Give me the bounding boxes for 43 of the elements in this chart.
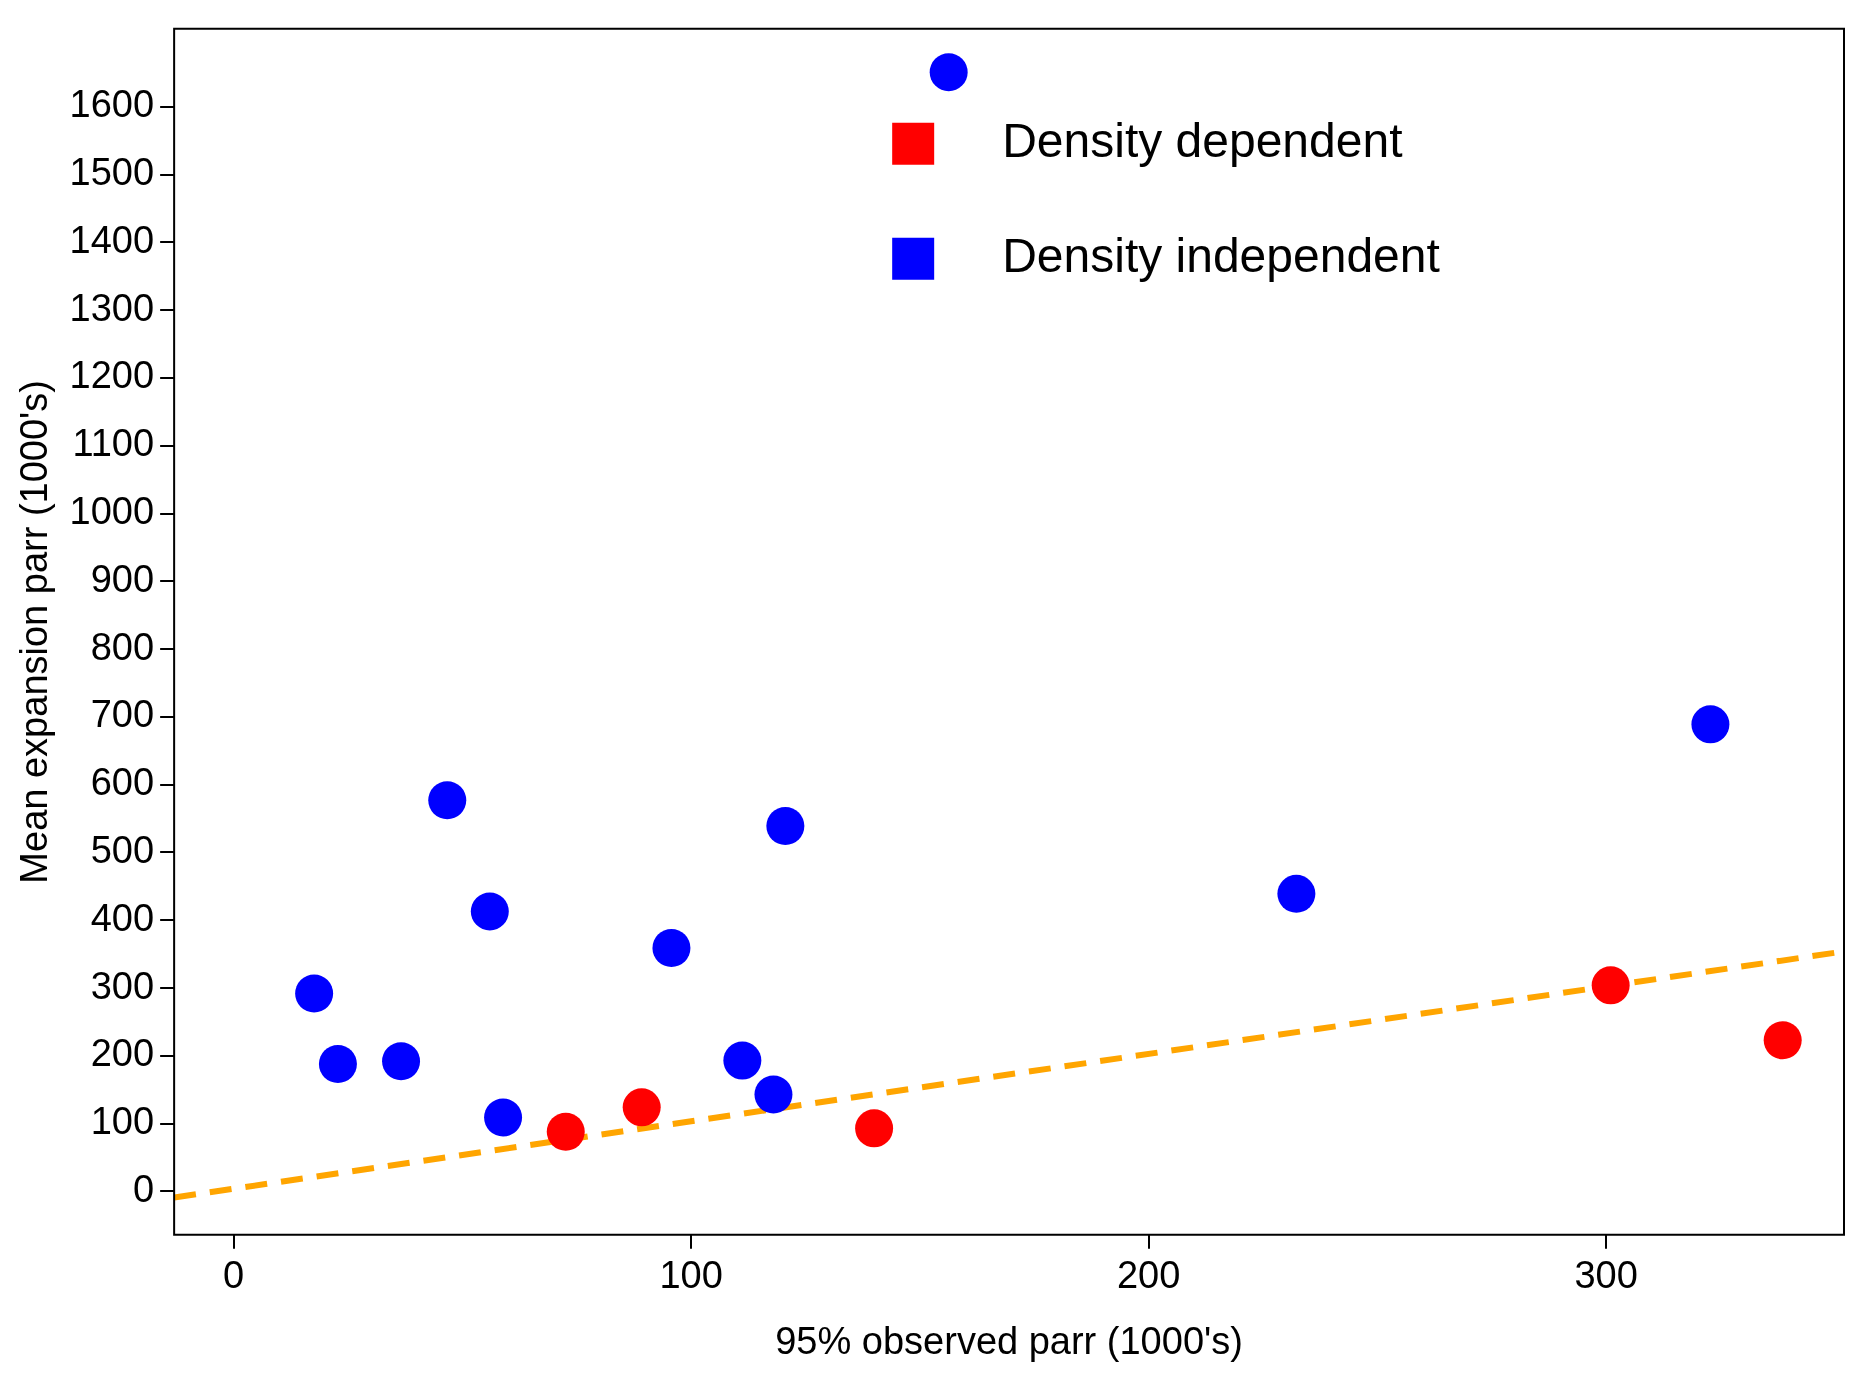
point — [428, 781, 467, 820]
y-tick-label: 1300 — [69, 286, 155, 329]
x-axis-title: 95% observed parr (1000's) — [775, 1319, 1243, 1362]
x-tick-label: 0 — [223, 1254, 245, 1297]
y-tick-label: 1400 — [69, 218, 155, 261]
y-tick-label: 100 — [90, 1100, 155, 1143]
point — [318, 1044, 357, 1083]
y-tick-label: 200 — [90, 1032, 155, 1075]
x-tick-label: 100 — [659, 1254, 723, 1297]
y-tick-label: 1600 — [69, 83, 155, 126]
point — [470, 892, 509, 931]
point — [622, 1088, 661, 1127]
y-axis-title: Mean expansion parr (1000's) — [13, 379, 56, 884]
y-tick-label: 500 — [90, 828, 155, 871]
y-tick-label: 300 — [90, 964, 155, 1007]
y-tick-label: 1500 — [69, 151, 155, 194]
point — [1691, 705, 1730, 744]
point — [546, 1112, 585, 1151]
point — [754, 1075, 793, 1114]
point — [929, 53, 968, 92]
y-tick-label: 700 — [90, 693, 155, 736]
point — [1277, 874, 1316, 913]
point — [723, 1041, 762, 1080]
point — [484, 1098, 523, 1137]
point — [766, 807, 805, 846]
y-tick-label: 1100 — [72, 422, 155, 465]
y-tick-label: 600 — [90, 761, 155, 804]
y-tick-label: 400 — [90, 896, 155, 939]
y-tick-label: 1000 — [69, 489, 155, 532]
point — [382, 1042, 421, 1081]
legend-label: Density independent — [1002, 229, 1440, 283]
x-tick-label: 200 — [1116, 1254, 1181, 1297]
y-tick-label: 900 — [90, 557, 155, 600]
y-tick-label: 0 — [132, 1167, 155, 1210]
point — [855, 1109, 894, 1148]
y-tick-label: 800 — [90, 625, 155, 668]
legend-label: Density dependent — [1002, 114, 1403, 168]
point — [652, 929, 691, 968]
x-tick-label: 300 — [1574, 1254, 1638, 1297]
point — [1591, 966, 1630, 1005]
point — [1763, 1021, 1802, 1060]
y-tick-label: 1200 — [69, 354, 155, 397]
point — [295, 974, 334, 1013]
